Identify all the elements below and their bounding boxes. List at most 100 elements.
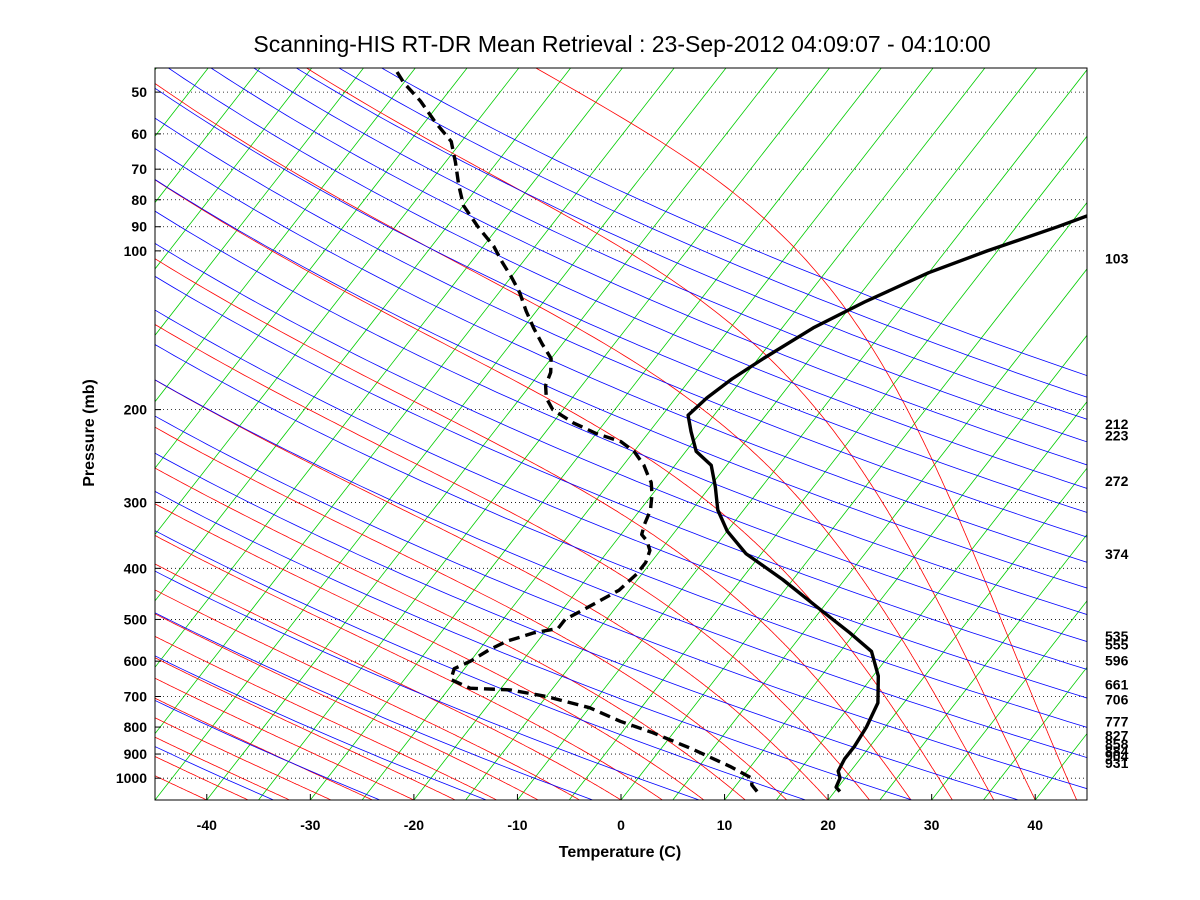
y-tick-label: 500	[124, 611, 148, 627]
x-tick-label: -30	[300, 817, 320, 833]
dry-adiabat-line	[168, 68, 1087, 489]
isotherm-line	[1191, 68, 1200, 800]
x-tick-label: -40	[197, 817, 217, 833]
isotherm-line	[155, 68, 520, 536]
dry-adiabat-line	[381, 68, 1087, 377]
dry-adiabat-line	[155, 379, 1087, 759]
isotherm-line	[206, 68, 779, 800]
isotherm-line	[0, 68, 1, 800]
level-label: 827	[1105, 728, 1129, 744]
dry-adiabat-line	[155, 415, 1087, 790]
x-axis-label: Temperature (C)	[559, 844, 681, 861]
dry-adiabat-line	[155, 530, 806, 800]
dry-adiabat-line	[210, 68, 1087, 466]
dewpoint-profile-line	[393, 68, 759, 793]
y-tick-label: 900	[124, 746, 148, 762]
dry-adiabat-line	[155, 490, 913, 800]
isotherm-line	[155, 68, 727, 800]
dry-adiabat-line	[338, 68, 1087, 398]
moist-adiabat-line	[155, 635, 497, 800]
moist-adiabat-line	[155, 379, 829, 800]
moist-adiabat-line	[155, 736, 290, 800]
level-label: 884	[1105, 743, 1129, 759]
x-axis-ticks: -40 -30 -20 -10 0 10 20 30 40	[197, 794, 1043, 833]
x-tick-label: -20	[404, 817, 424, 833]
isotherm-line	[155, 68, 261, 204]
dry-adiabat-line	[155, 179, 1087, 589]
isotherm-line	[155, 68, 468, 469]
moist-adiabat-line	[155, 677, 415, 800]
y-axis-ticks: 50 60 70 80 90 100 200 300 400 500 600 700 800 900 100…	[116, 84, 161, 786]
level-label: 706	[1105, 691, 1129, 707]
isotherm-line	[568, 135, 1087, 800]
level-label: 535	[1105, 628, 1129, 644]
level-label: 212	[1105, 416, 1129, 432]
temperature-profile-line	[686, 214, 1087, 793]
y-tick-label: 90	[131, 219, 147, 235]
y-tick-label: 80	[131, 192, 147, 208]
isotherm-line	[155, 68, 571, 602]
isotherm-line	[155, 68, 364, 336]
moist-adiabat-line	[155, 613, 539, 800]
x-tick-label: 30	[924, 817, 940, 833]
isotherm-line	[1139, 68, 1200, 800]
moist-adiabat-line	[155, 756, 249, 800]
chart-title: Scanning-HIS RT-DR Mean Retrieval : 23-S…	[253, 31, 990, 57]
moist-adiabat-line	[155, 503, 705, 800]
y-tick-label: 70	[131, 161, 147, 177]
isotherm-line	[155, 68, 416, 403]
level-label: 777	[1105, 713, 1129, 729]
moist-adiabat-line	[155, 324, 870, 800]
level-label: 931	[1105, 755, 1129, 771]
level-label: 904	[1105, 748, 1129, 764]
x-tick-label: -10	[507, 817, 527, 833]
y-tick-label: 60	[131, 126, 147, 142]
isotherm-line	[155, 68, 623, 668]
y-tick-label: 800	[124, 719, 148, 735]
isotherm-line	[672, 268, 1087, 800]
moist-adiabat-line	[155, 258, 912, 800]
moist-adiabat-line	[155, 717, 332, 800]
x-tick-label: 40	[1027, 817, 1043, 833]
moist-adiabat-line	[155, 467, 746, 800]
y-tick-label: 50	[131, 84, 147, 100]
y-tick-label: 600	[124, 653, 148, 669]
level-label: 103	[1105, 251, 1129, 267]
y-tick-label: 100	[124, 243, 148, 259]
isotherm-line	[1086, 799, 1087, 800]
moist-adiabat-line	[155, 589, 580, 800]
moist-adiabat-line	[155, 535, 663, 800]
y-tick-label: 700	[124, 688, 148, 704]
isotherm-line	[0, 68, 53, 800]
x-tick-label: 10	[717, 817, 733, 833]
dry-adiabat-line	[155, 452, 1019, 800]
dry-adiabat-line	[155, 275, 1087, 670]
level-label: 596	[1105, 653, 1129, 669]
moist-adiabat-line	[155, 563, 622, 800]
level-label: 223	[1105, 428, 1129, 444]
y-tick-label: 400	[124, 560, 148, 576]
isotherm-line	[258, 68, 830, 800]
dry-adiabat-line	[155, 344, 1087, 728]
isotherm-line	[155, 68, 675, 735]
plot-frame	[154, 67, 1088, 801]
moist-adiabat-line	[155, 83, 995, 800]
moist-adiabat-line	[305, 68, 1036, 800]
pressure-gridlines	[155, 91, 1087, 779]
dry-adiabat-line	[155, 309, 1087, 699]
dry-adiabat-lines	[155, 68, 1087, 800]
dry-adiabat-line	[253, 68, 1087, 443]
x-tick-label: 20	[820, 817, 836, 833]
moist-adiabat-lines	[155, 68, 1077, 800]
isotherm-line	[155, 68, 209, 137]
moist-adiabat-line	[535, 68, 1077, 800]
dry-adiabat-line	[155, 612, 593, 800]
isotherm-line	[620, 201, 1087, 800]
isotherm-line	[983, 666, 1087, 800]
level-label: 374	[1105, 546, 1129, 562]
isotherm-line	[931, 600, 1087, 800]
isotherm-line	[724, 334, 1087, 800]
y-tick-label: 300	[124, 494, 148, 510]
y-tick-label: 1000	[116, 770, 147, 786]
